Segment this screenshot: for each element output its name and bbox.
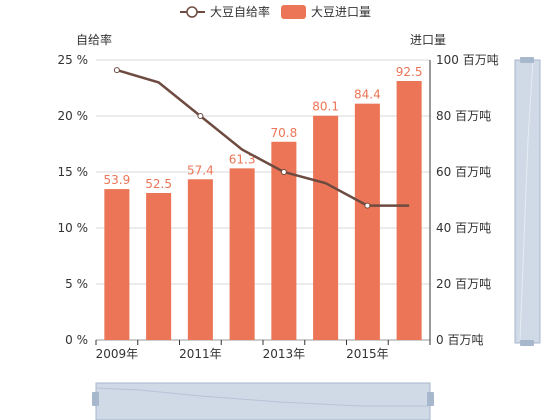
- bar-data-label: 52.5: [145, 177, 172, 191]
- bar: [229, 168, 255, 340]
- bar-data-label: 53.9: [104, 173, 131, 187]
- horizontal-zoom-handle-right[interactable]: [427, 392, 434, 406]
- x-tick-label: 2011年: [179, 347, 222, 361]
- vertical-zoom-slider[interactable]: [514, 57, 541, 346]
- horizontal-zoom-slider[interactable]: [92, 382, 434, 420]
- line-point: [197, 113, 204, 119]
- y-left-tick-label: 0 %: [65, 333, 88, 347]
- y-right-axis-title: 进口量: [410, 33, 446, 47]
- line-point: [280, 169, 287, 175]
- line-series: [113, 67, 410, 209]
- legend[interactable]: 大豆自给率 大豆进口量: [180, 4, 371, 19]
- bar: [187, 179, 213, 340]
- legend-bar-marker: [281, 5, 306, 19]
- bar-data-labels: 53.9 52.5 57.4 61.3 70.8 80.1 84.4 92.5: [104, 65, 423, 191]
- y-left-tick-label: 5 %: [65, 277, 88, 291]
- y-right-tick-label: 20 百万吨: [436, 277, 491, 291]
- y-right-tick-label: 0 百万吨: [436, 333, 483, 347]
- legend-item-import-volume[interactable]: 大豆进口量: [281, 5, 371, 19]
- y-left-tick-label: 20 %: [58, 109, 89, 123]
- y-left-axis-title: 自给率: [76, 32, 112, 47]
- bar-data-label: 80.1: [312, 100, 339, 114]
- line-point: [364, 202, 371, 209]
- bar: [146, 193, 172, 340]
- y-left-tick-label: 25 %: [58, 53, 89, 67]
- bar-data-label: 70.8: [271, 126, 298, 140]
- line-point: [113, 67, 120, 74]
- vertical-zoom-preview: [519, 59, 534, 341]
- y-left-axis: 0 % 5 % 10 % 15 % 20 % 25 %: [58, 53, 89, 347]
- legend-label-line: 大豆自给率: [210, 4, 270, 19]
- x-tick-label: 2015年: [346, 347, 389, 361]
- y-right-axis: 0 百万吨 20 百万吨 40 百万吨 60 百万吨 80 百万吨 100 百万吨: [429, 53, 499, 347]
- y-right-tick-label: 40 百万吨: [436, 221, 491, 235]
- bar-data-label: 57.4: [187, 163, 214, 177]
- horizontal-zoom-track: [95, 382, 431, 420]
- legend-line-dot: [186, 6, 198, 18]
- bar: [104, 189, 130, 340]
- y-right-tick-label: 60 百万吨: [436, 165, 491, 179]
- vertical-zoom-handle-bottom[interactable]: [520, 340, 534, 346]
- x-tick-label: 2009年: [96, 347, 139, 361]
- y-left-tick-label: 15 %: [58, 165, 89, 179]
- bar-series: [104, 81, 422, 341]
- legend-item-self-sufficiency[interactable]: 大豆自给率: [180, 4, 270, 19]
- horizontal-zoom-preview: [95, 387, 430, 407]
- vertical-zoom-handle-top[interactable]: [520, 57, 534, 63]
- bar: [354, 103, 380, 341]
- bar: [313, 115, 339, 340]
- x-tick-label: 2013年: [263, 347, 306, 361]
- y-left-tick-label: 10 %: [58, 221, 89, 235]
- legend-label-bar: 大豆进口量: [311, 5, 371, 19]
- horizontal-zoom-handle-left[interactable]: [92, 392, 99, 406]
- self-sufficiency-line: [116, 68, 410, 207]
- vertical-zoom-track: [514, 59, 541, 344]
- bar-data-label: 61.3: [229, 152, 256, 166]
- x-axis: 2009年 2011年 2013年 2015年: [95, 340, 431, 361]
- y-right-tick-label: 80 百万吨: [436, 109, 491, 123]
- bar-data-label: 92.5: [396, 65, 423, 79]
- bar-data-label: 84.4: [354, 88, 381, 102]
- bar: [396, 81, 422, 340]
- y-right-tick-label: 100 百万吨: [436, 53, 499, 67]
